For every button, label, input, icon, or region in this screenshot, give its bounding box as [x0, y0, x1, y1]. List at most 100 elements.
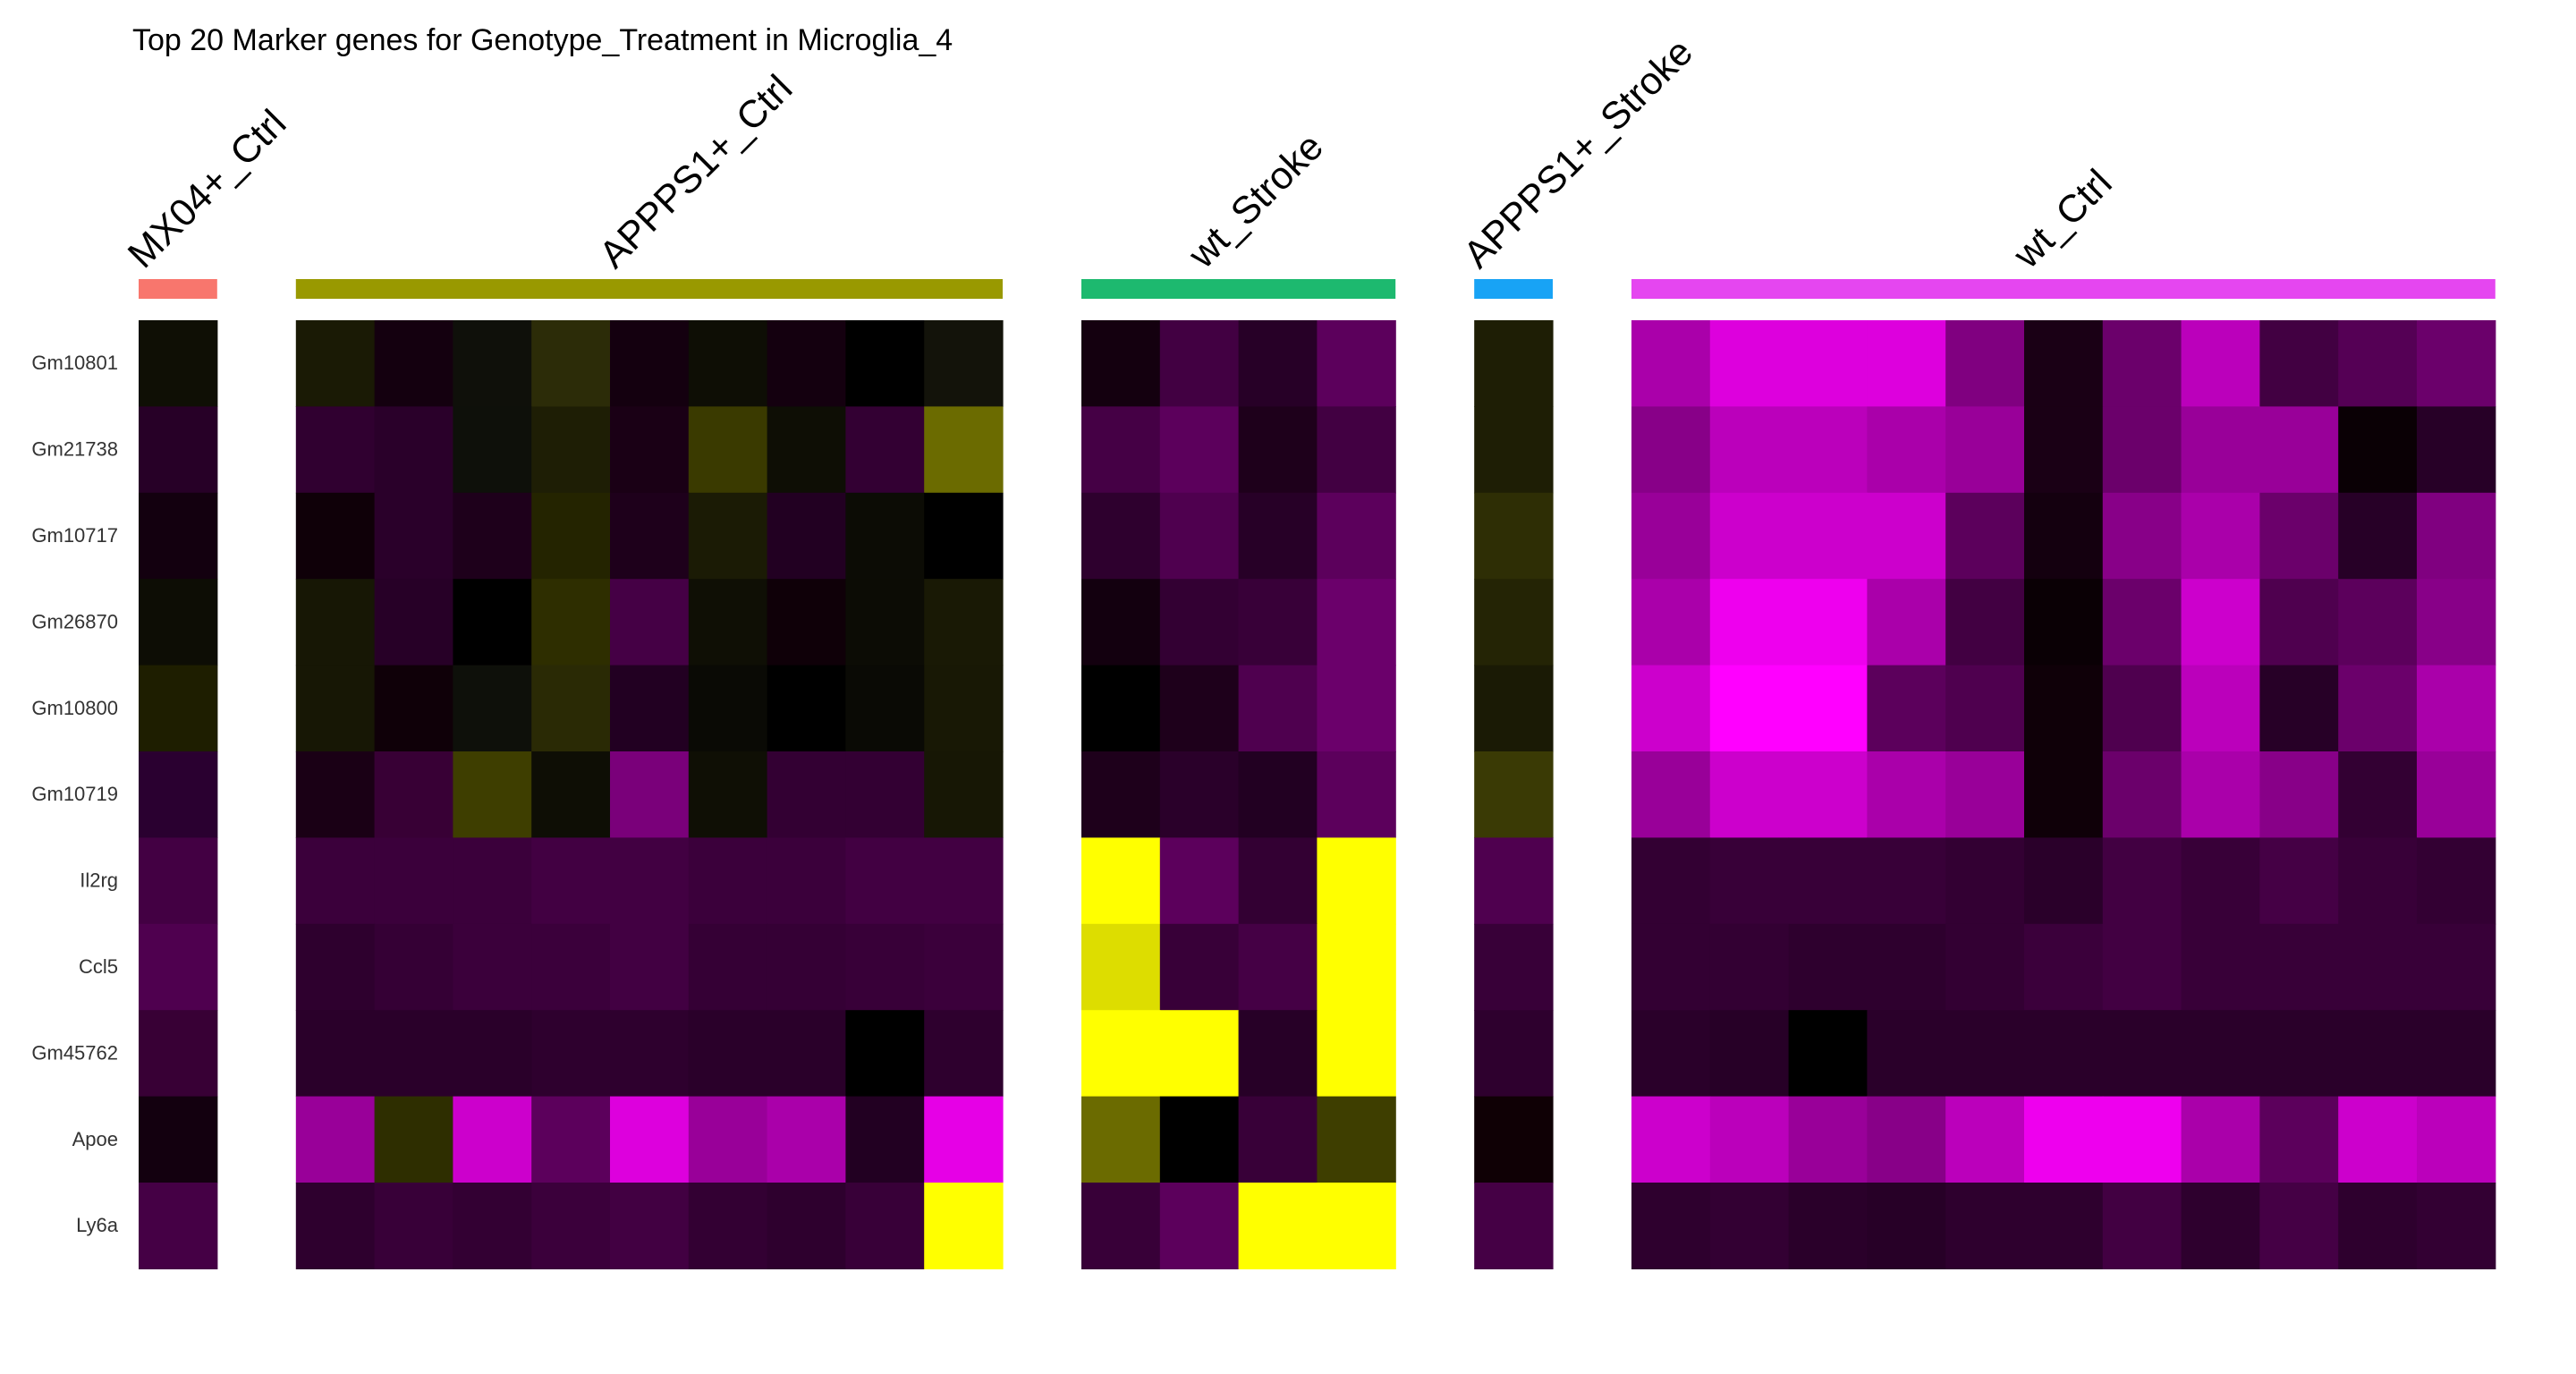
heatmap-cell: [1474, 1096, 1554, 1183]
heatmap-cell: [1867, 320, 1946, 407]
heatmap-cell: [1631, 320, 1711, 407]
heatmap-cell: [2259, 1096, 2339, 1183]
heatmap-cell: [610, 1096, 690, 1183]
heatmap-cell: [1945, 406, 2025, 494]
heatmap-cell: [374, 665, 453, 752]
heatmap-cell: [1788, 837, 1868, 925]
heatmap-cell: [2417, 1096, 2496, 1183]
heatmap-cell: [2102, 406, 2182, 494]
heatmap-cell: [1867, 406, 1946, 494]
heatmap-cell: [1159, 1183, 1240, 1269]
heatmap-cell: [1945, 579, 2025, 666]
heatmap-cell: [610, 1183, 690, 1269]
heatmap-cell: [2024, 837, 2104, 925]
gene-label: Il2rg: [80, 869, 118, 892]
heatmap-cell: [1867, 751, 1946, 838]
heatmap-cell: [2338, 579, 2418, 666]
heatmap-cell: [2181, 923, 2260, 1011]
gene-label: Gm10801: [31, 352, 118, 374]
heatmap-cell: [1631, 1010, 1711, 1098]
heatmap-cell: [1238, 1010, 1318, 1098]
heatmap-cell: [295, 320, 376, 407]
heatmap-cell: [1709, 923, 1790, 1011]
heatmap-cell: [688, 665, 768, 752]
heatmap-cell: [531, 492, 611, 580]
heatmap-cell: [1081, 1010, 1161, 1098]
heatmap-cell: [453, 320, 532, 407]
heatmap-cell: [767, 923, 846, 1011]
heatmap-cell: [610, 837, 690, 925]
heatmap-cell: [2024, 1096, 2104, 1183]
gene-label: Apoe: [72, 1128, 118, 1150]
heatmap-cell: [453, 406, 532, 494]
heatmap-cell: [1474, 320, 1554, 407]
gene-label: Gm10800: [31, 697, 118, 719]
heatmap-cell: [1631, 837, 1711, 925]
heatmap-cell: [2338, 320, 2418, 407]
gene-label: Gm21738: [31, 438, 118, 461]
heatmap-cell: [610, 923, 690, 1011]
heatmap-cell: [767, 1183, 846, 1269]
heatmap-cell: [2181, 320, 2260, 407]
heatmap-cell: [295, 751, 376, 838]
gene-label: Gm10719: [31, 783, 118, 805]
heatmap-cell: [531, 665, 611, 752]
heatmap-cell: [924, 579, 1004, 666]
heatmap-cell: [374, 751, 453, 838]
gene-label: Gm10717: [31, 524, 118, 547]
heatmap-cell: [2417, 1183, 2496, 1269]
heatmap-cell: [924, 837, 1004, 925]
heatmap-cell: [2102, 320, 2182, 407]
heatmap-cell: [2338, 1183, 2418, 1269]
heatmap-cell: [688, 406, 768, 494]
heatmap-cell: [924, 1010, 1004, 1098]
heatmap-cell: [139, 579, 218, 666]
heatmap-cell: [767, 665, 846, 752]
heatmap-cell: [2338, 492, 2418, 580]
heatmap-cell: [1159, 837, 1240, 925]
heatmap-cell: [1238, 579, 1318, 666]
heatmap-cell: [845, 751, 925, 838]
heatmap-cell: [2259, 579, 2339, 666]
heatmap-cell: [924, 406, 1004, 494]
heatmap-cell: [2102, 1096, 2182, 1183]
heatmap-cell: [531, 837, 611, 925]
heatmap-cell: [1474, 665, 1554, 752]
heatmap-cell: [1159, 320, 1240, 407]
heatmap-cell: [845, 837, 925, 925]
heatmap-cell: [1709, 751, 1790, 838]
heatmap-cell: [1159, 579, 1240, 666]
heatmap-cell: [2259, 923, 2339, 1011]
heatmap-cell: [2102, 923, 2182, 1011]
group-appps1-ctrl: APPPS1+_Ctrl: [295, 67, 1004, 1269]
heatmap-cell: [374, 406, 453, 494]
heatmap-cell: [453, 1096, 532, 1183]
heatmap-cell: [1317, 923, 1396, 1011]
heatmap-cell: [1238, 406, 1318, 494]
heatmap-cell: [610, 751, 690, 838]
heatmap-cell: [2259, 1183, 2339, 1269]
heatmap-cell: [1159, 406, 1240, 494]
heatmap-cell: [767, 579, 846, 666]
heatmap-cell: [374, 1183, 453, 1269]
heatmap-cell: [1788, 492, 1868, 580]
heatmap-cell: [2102, 1183, 2182, 1269]
heatmap-cell: [1474, 923, 1554, 1011]
heatmap-cell: [1081, 837, 1161, 925]
heatmap-cell: [610, 1010, 690, 1098]
heatmap-cell: [688, 751, 768, 838]
heatmap-cell: [295, 923, 376, 1011]
heatmap-cell: [1238, 1183, 1318, 1269]
heatmap-cell: [139, 751, 218, 838]
heatmap-cell: [924, 1183, 1004, 1269]
heatmap-cell: [1709, 579, 1790, 666]
heatmap-cell: [374, 923, 453, 1011]
heatmap-cell: [2338, 923, 2418, 1011]
heatmap-cell: [2417, 320, 2496, 407]
group-label-wt-stroke: wt_Stroke: [1180, 125, 1332, 277]
heatmap-cell: [1867, 665, 1946, 752]
heatmap-cell: [2338, 1096, 2418, 1183]
gene-label: Ly6a: [76, 1214, 119, 1236]
heatmap-cell: [2259, 837, 2339, 925]
heatmap-cell: [374, 492, 453, 580]
